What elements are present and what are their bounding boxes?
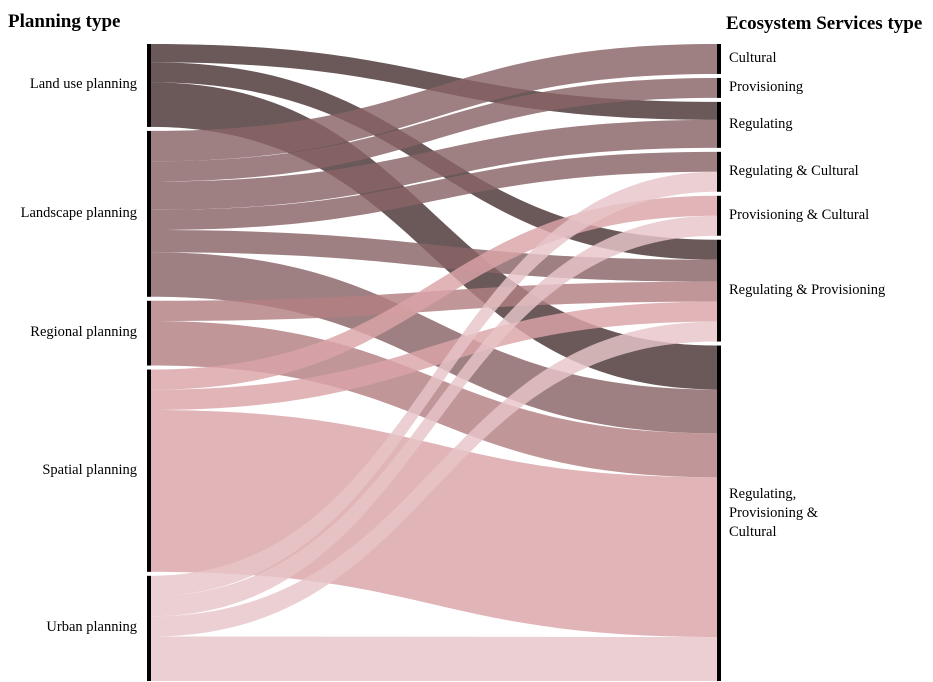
target-label-provisioning: Provisioning: [729, 79, 804, 96]
flow-land-to-rpc: [151, 82, 717, 390]
flow-urban-to-pc: [151, 215, 717, 617]
flow-landscape-to-rc: [151, 151, 717, 231]
node-bar-landscape-planning: [147, 130, 151, 297]
flow-landscape-to-reg: [151, 119, 717, 210]
node-bar-regulating: [717, 101, 721, 148]
target-label-regulating: Regulating: [729, 116, 793, 133]
node-bar-land-use-planning: [147, 44, 151, 127]
source-label-urban-planning: Urban planning: [46, 619, 137, 636]
target-label-regulating-provisioning-cultural: Regulating, Provisioning & Cultural: [729, 485, 819, 541]
source-label-land-use-planning: Land use planning: [29, 76, 137, 93]
target-label-provisioning-cultural: Provisioning & Cultural: [729, 207, 870, 224]
flow-spatial-to-rpc: [151, 409, 717, 638]
flow-spatial-to-rp: [151, 301, 717, 410]
target-label-regulating-provisioning: Regulating & Provisioning: [729, 282, 886, 299]
node-bar-provisioning: [717, 77, 721, 98]
node-bar-urban-planning: [147, 575, 151, 681]
source-label-regional-planning: Regional planning: [30, 324, 137, 341]
flow-landscape-to-prov: [151, 77, 717, 182]
node-bar-regulating-cultural: [717, 151, 721, 192]
node-bar-regional-planning: [147, 300, 151, 366]
node-bar-regulating-provisioning: [717, 239, 721, 342]
flow-urban-to-rp: [151, 321, 717, 637]
flow-urban-to-rc: [151, 171, 717, 597]
target-label-cultural: Cultural: [729, 50, 777, 67]
node-bar-cultural: [717, 44, 721, 74]
ecosystem-services-type-heading: Ecosystem Services type: [726, 13, 923, 34]
flow-urban-to-rpc: [151, 636, 717, 681]
flow-spatial-to-pc: [151, 195, 717, 390]
flow-landscape-to-cult: [151, 44, 717, 162]
node-bar-regulating-provisioning-cultural: [717, 345, 721, 681]
source-label-landscape-planning: Landscape planning: [20, 204, 137, 221]
target-label-regulating-cultural: Regulating & Cultural: [729, 163, 859, 180]
source-label-spatial-planning: Spatial planning: [42, 461, 137, 478]
flow-links: [151, 44, 717, 681]
flow-landscape-to-rpc: [151, 252, 717, 434]
node-bar-spatial-planning: [147, 369, 151, 572]
planning-type-heading: Planning type: [8, 11, 121, 32]
node-bars: [147, 44, 721, 681]
node-bar-provisioning-cultural: [717, 195, 721, 236]
